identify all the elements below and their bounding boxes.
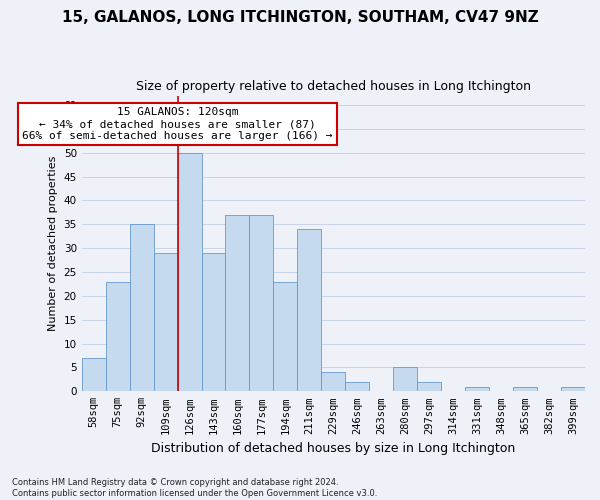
Title: Size of property relative to detached houses in Long Itchington: Size of property relative to detached ho…: [136, 80, 531, 93]
Text: Contains HM Land Registry data © Crown copyright and database right 2024.
Contai: Contains HM Land Registry data © Crown c…: [12, 478, 377, 498]
Bar: [250, 215, 274, 392]
Bar: [130, 224, 154, 392]
Bar: [106, 282, 130, 392]
Text: 15 GALANOS: 120sqm
← 34% of detached houses are smaller (87)
66% of semi-detache: 15 GALANOS: 120sqm ← 34% of detached hou…: [22, 108, 333, 140]
Y-axis label: Number of detached properties: Number of detached properties: [48, 156, 58, 331]
Bar: [178, 153, 202, 392]
Bar: [393, 368, 417, 392]
Text: 15, GALANOS, LONG ITCHINGTON, SOUTHAM, CV47 9NZ: 15, GALANOS, LONG ITCHINGTON, SOUTHAM, C…: [62, 10, 538, 25]
Bar: [226, 215, 250, 392]
Bar: [82, 358, 106, 392]
X-axis label: Distribution of detached houses by size in Long Itchington: Distribution of detached houses by size …: [151, 442, 515, 455]
Bar: [346, 382, 369, 392]
Bar: [274, 282, 298, 392]
Bar: [513, 386, 537, 392]
Bar: [322, 372, 346, 392]
Bar: [465, 386, 489, 392]
Bar: [298, 229, 322, 392]
Bar: [202, 253, 226, 392]
Bar: [561, 386, 585, 392]
Bar: [417, 382, 441, 392]
Bar: [154, 253, 178, 392]
